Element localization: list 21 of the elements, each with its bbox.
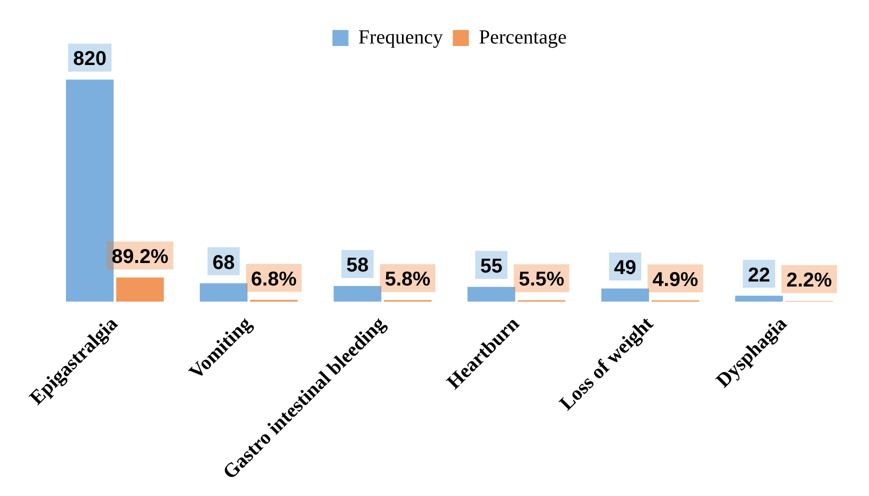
data-label: 4.9%: [652, 268, 698, 291]
legend-label: Frequency: [358, 26, 443, 48]
bar: [735, 296, 783, 302]
data-label: 820: [73, 48, 107, 70]
bar: [467, 286, 516, 302]
data-label: 58: [346, 254, 369, 277]
data-label: 5.5%: [518, 268, 565, 291]
bar: [334, 286, 382, 302]
legend-label: Percentage: [478, 26, 567, 48]
bar: [66, 80, 114, 302]
data-label: 6.8%: [251, 268, 297, 290]
data-label: 22: [748, 264, 770, 286]
data-label: 2.2%: [786, 270, 832, 292]
data-label: 5.8%: [384, 268, 431, 291]
data-label: 89.2%: [112, 246, 169, 268]
data-label: 49: [614, 256, 636, 279]
bar: [116, 278, 164, 302]
data-label: 55: [480, 255, 502, 278]
data-label: 68: [212, 252, 235, 274]
bar: [200, 283, 248, 302]
bar: [601, 288, 649, 302]
